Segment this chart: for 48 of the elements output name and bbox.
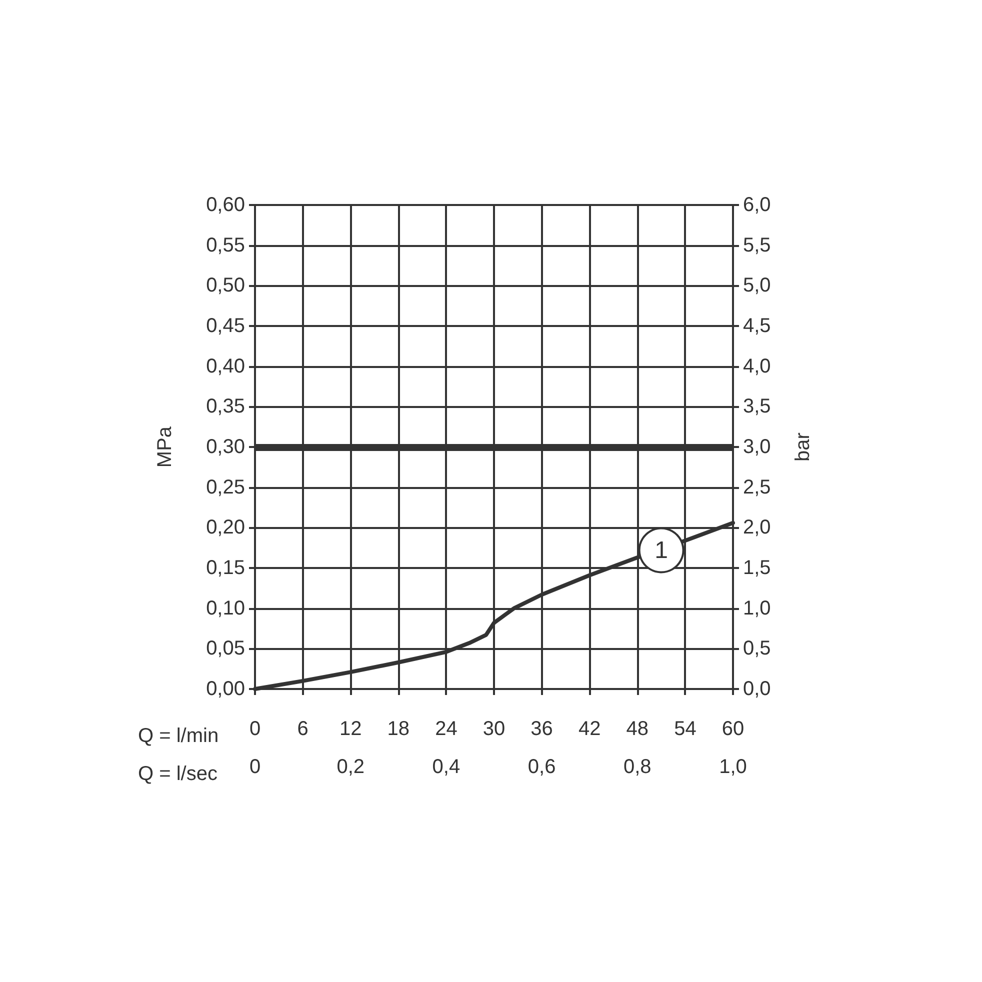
x-tick-label: 36 (530, 718, 553, 740)
x2-axis-title: Q = l/sec (138, 763, 218, 785)
x2-tick-label: 1,0 (719, 756, 747, 778)
y-tick-label: 0,20 (206, 516, 245, 539)
y2-tick-label: 5,0 (743, 274, 771, 297)
y2-tick-label: 3,5 (743, 396, 771, 418)
x-tick-label: 18 (387, 718, 410, 740)
y2-tick-label: 6,0 (743, 194, 771, 216)
y2-tick-label: 2,5 (743, 476, 771, 498)
x2-tick-label: 0,4 (432, 756, 460, 778)
y-tick-label: 0,30 (206, 436, 245, 458)
x-tick-label: 48 (626, 718, 649, 740)
y-tick-label: 0,35 (206, 396, 245, 418)
y-tick-label: 0,15 (206, 557, 245, 579)
y2-tick-label: 0,0 (743, 678, 771, 700)
y-tick-label: 0,40 (206, 355, 245, 378)
y2-tick-label: 0,5 (743, 638, 771, 660)
y-tick-label: 0,60 (206, 194, 245, 216)
y2-tick-label: 2,0 (743, 516, 771, 539)
y2-tick-label: 5,5 (743, 234, 771, 256)
x2-tick-label: 0,8 (623, 756, 652, 778)
y-tick-label: 0,05 (206, 638, 245, 660)
y-tick-label: 0,50 (206, 274, 245, 297)
x-tick-label: 30 (482, 718, 506, 740)
x-axis-title: Q = l/min (138, 725, 219, 747)
y-tick-label: 0,55 (206, 234, 245, 256)
y-tick-label: 0,45 (206, 315, 245, 337)
x-tick-label: 6 (297, 718, 308, 740)
y2-tick-label: 1,5 (743, 557, 771, 579)
x-tick-label: 54 (674, 718, 696, 740)
x-tick-label: 42 (578, 718, 601, 740)
y2-tick-label: 4,0 (743, 355, 771, 378)
y2-tick-label: 3,0 (743, 436, 771, 458)
x2-tick-label: 0,6 (528, 756, 556, 778)
y-tick-label: 0,00 (206, 678, 245, 700)
x-tick-label: 12 (339, 718, 362, 740)
y-tick-label: 0,10 (206, 597, 245, 620)
y2-tick-label: 1,0 (743, 597, 771, 620)
x-tick-label: 0 (249, 718, 261, 740)
y-axis-title: MPa (154, 426, 176, 468)
y2-axis-title: bar (792, 432, 814, 462)
x-tick-label: 60 (722, 718, 744, 740)
annotation: 1 (654, 536, 668, 564)
x2-tick-label: 0,2 (336, 756, 365, 778)
y-tick-label: 0,25 (206, 476, 245, 498)
y2-tick-label: 4,5 (743, 315, 771, 337)
x2-tick-label: 0 (249, 756, 261, 778)
x-tick-label: 24 (435, 718, 458, 740)
